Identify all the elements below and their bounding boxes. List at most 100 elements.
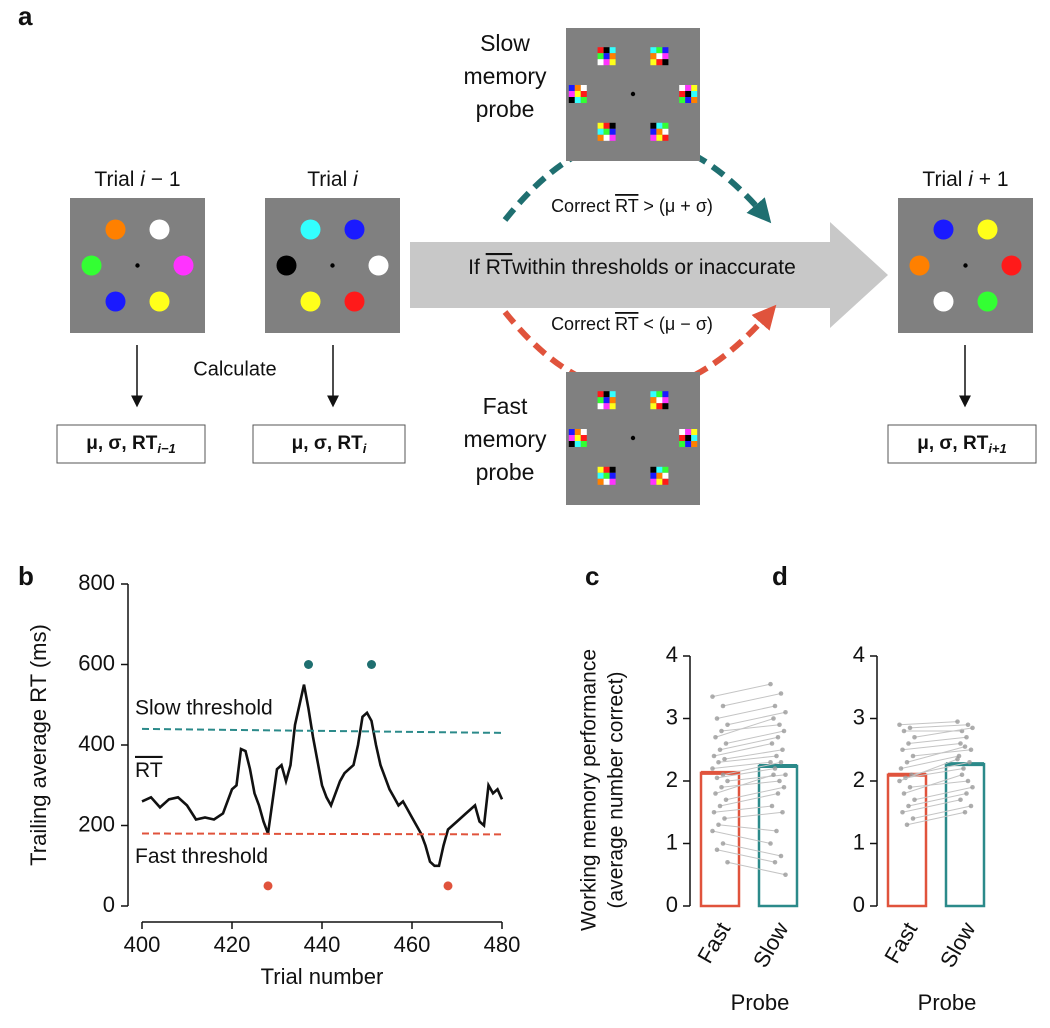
subject-link — [914, 786, 973, 801]
subject-dot — [900, 747, 905, 753]
probe-cell — [656, 466, 663, 473]
subject-dot — [717, 747, 723, 753]
subject-link — [900, 755, 960, 769]
subject-link — [719, 736, 779, 751]
category-label: Fast — [879, 918, 922, 968]
subject-link — [902, 799, 961, 813]
subject-link — [712, 683, 771, 698]
x-tick-label: 420 — [214, 932, 251, 957]
probe-cell — [650, 47, 657, 54]
text-part: Correct — [551, 314, 615, 334]
subject-link — [902, 743, 961, 751]
probe-cell — [609, 47, 616, 54]
subject-dot — [719, 728, 724, 734]
default-label: If RTwithin thresholds or inaccurate — [468, 256, 796, 279]
color-item — [300, 291, 321, 312]
subject-link — [718, 824, 777, 832]
probe-cell — [609, 397, 616, 404]
subject-link — [721, 780, 780, 788]
subject-dot — [780, 747, 785, 753]
subject-dot — [723, 741, 729, 746]
text-part: Trial — [922, 168, 968, 191]
trial-title: Trial i − 1 — [94, 168, 180, 191]
text-part: Trial — [307, 168, 353, 191]
subject-dot — [719, 784, 724, 790]
y-tick-label: 600 — [78, 650, 115, 675]
subject-link — [715, 774, 774, 794]
probe-cell — [662, 59, 669, 66]
series-label: Slow threshold — [135, 696, 273, 719]
probe-cell — [662, 478, 669, 485]
probe-cell — [650, 403, 657, 410]
subject-dot — [771, 772, 776, 778]
probe-cell — [662, 128, 669, 135]
color-item — [933, 219, 954, 240]
subject-dot — [904, 759, 910, 765]
condition-label: Correct RT < (μ − σ) — [551, 314, 713, 334]
y-tick-label: 200 — [78, 811, 115, 836]
probe-cell — [603, 128, 610, 135]
probe-cell — [685, 441, 692, 447]
subject-link — [724, 749, 783, 760]
probe-cell — [609, 134, 616, 141]
subject-dot — [778, 853, 784, 859]
fixation — [330, 263, 335, 268]
subject-dot — [964, 791, 969, 796]
result-label: μ, σ, RTi — [292, 433, 367, 456]
subject-link — [727, 774, 786, 782]
subject-dot — [778, 691, 784, 696]
subject-dot — [769, 803, 775, 809]
subject-dot — [771, 716, 776, 721]
probe-cell — [609, 472, 616, 479]
subject-dot — [904, 822, 910, 828]
probe-cell — [609, 122, 616, 129]
probe-cell — [679, 85, 686, 91]
probe-cell — [656, 53, 663, 60]
subject-link — [905, 768, 964, 779]
color-item — [933, 291, 954, 312]
color-item — [81, 255, 102, 276]
subject-link — [908, 736, 967, 744]
subject-dot — [768, 681, 773, 687]
bar — [699, 771, 741, 908]
probe-cell — [650, 466, 657, 473]
probe-label: probe — [476, 96, 535, 122]
probe-cell — [603, 122, 610, 129]
subject-dot — [720, 703, 726, 709]
color-item — [344, 219, 365, 240]
subject-dot — [722, 756, 727, 762]
subject-dot — [906, 741, 911, 746]
panel-label: a — [18, 1, 33, 31]
subject-link — [724, 811, 783, 819]
subject-dot — [711, 753, 717, 759]
rt-line — [141, 684, 504, 868]
subject-dot — [768, 841, 773, 846]
probe-cell — [650, 397, 657, 404]
y-tick-label: 3 — [853, 704, 865, 729]
subject-dot — [965, 778, 971, 784]
color-item — [909, 255, 930, 276]
probe-cell — [662, 391, 669, 398]
subject-dot — [970, 784, 975, 790]
subject-link — [719, 793, 779, 807]
panel-label: b — [18, 561, 34, 591]
probe-cell — [603, 397, 610, 404]
probe-cell — [691, 85, 698, 91]
text-part: < (μ − σ) — [638, 314, 713, 334]
bar — [886, 773, 928, 908]
panel-label: c — [585, 561, 599, 591]
x-tick-label: 400 — [124, 932, 161, 957]
probe-cell — [679, 91, 686, 97]
subject-link — [716, 849, 776, 863]
subject-link — [909, 724, 969, 729]
subject-link — [713, 743, 773, 757]
probe-cell — [609, 53, 616, 60]
probe-cell — [609, 466, 616, 473]
text-part: i+1 — [988, 441, 1006, 456]
subject-link — [914, 727, 973, 738]
probe-cell — [656, 397, 663, 404]
text-part: μ, σ, RT — [292, 433, 363, 454]
color-item — [977, 291, 998, 312]
probe-label: Slow — [480, 30, 530, 56]
color-item — [105, 291, 126, 312]
